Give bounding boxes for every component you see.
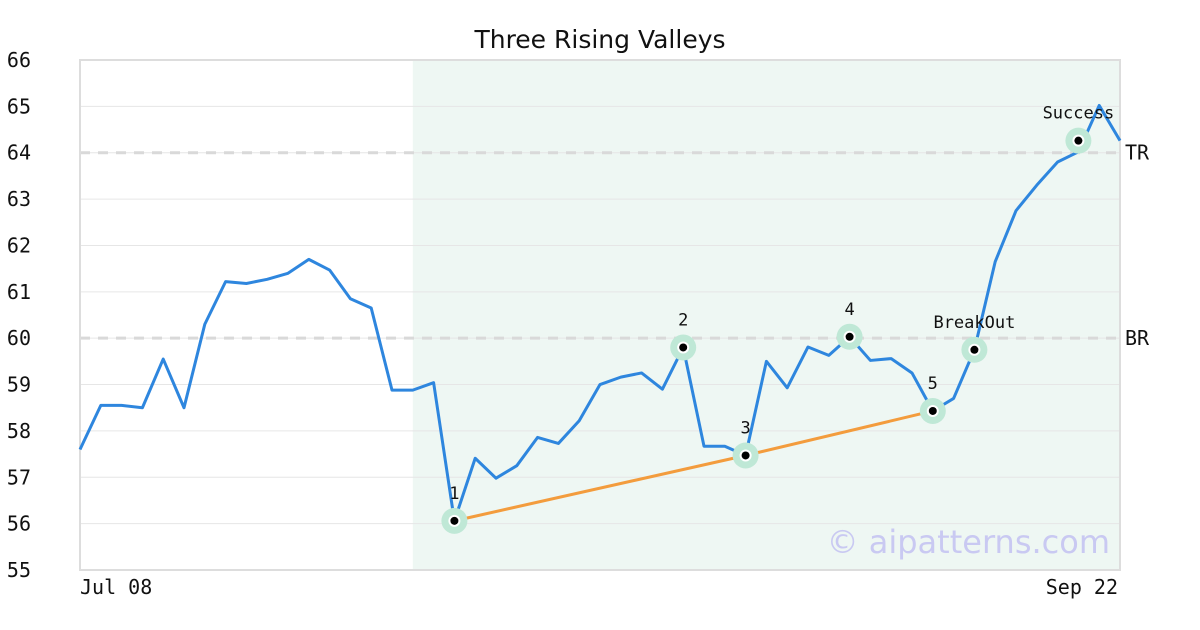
level-label-br: BR xyxy=(1125,326,1150,350)
pivot-markers: 1 2 3 4 5 BreakOut Success xyxy=(441,104,1114,534)
pattern-region-band xyxy=(412,60,1120,570)
pivot-point xyxy=(928,406,937,415)
chart-title: Three Rising Valleys xyxy=(473,25,725,54)
level-lines: TR BR xyxy=(80,141,1150,350)
x-tick-end: Sep 22 xyxy=(1046,575,1118,599)
pattern-region xyxy=(412,60,1120,570)
y-tick-label: 58 xyxy=(7,419,31,443)
level-label-tr: TR xyxy=(1125,141,1150,165)
plot-frame xyxy=(79,59,1121,571)
y-tick-label: 62 xyxy=(7,233,31,257)
pivot-point xyxy=(679,343,688,352)
y-tick-label: 55 xyxy=(7,558,31,582)
pivot-point xyxy=(450,516,459,525)
watermark: © aipatterns.com xyxy=(827,523,1110,561)
y-tick-label: 66 xyxy=(7,48,31,72)
y-axis-ticks: 55 56 57 58 59 60 61 62 63 64 65 66 xyxy=(7,48,31,582)
y-tick-label: 56 xyxy=(7,512,31,536)
pivot-label: 3 xyxy=(740,418,750,438)
y-tick-label: 65 xyxy=(7,94,31,118)
y-tick-label: 57 xyxy=(7,465,31,489)
price-line xyxy=(78,103,1122,523)
pivot-label: 5 xyxy=(928,374,938,394)
pivot-label: Success xyxy=(1043,104,1115,124)
pivot-label: 1 xyxy=(449,484,459,504)
y-tick-label: 59 xyxy=(7,373,31,397)
pivot-point xyxy=(741,451,750,460)
y-tick-label: 64 xyxy=(7,141,31,165)
pivot-label: 4 xyxy=(844,300,854,320)
y-tick-label: 61 xyxy=(7,280,31,304)
y-tick-label: 63 xyxy=(7,187,31,211)
x-tick-start: Jul 08 xyxy=(80,575,152,599)
pivot-point xyxy=(1074,136,1083,145)
price-series xyxy=(78,103,1122,523)
pivot-point xyxy=(970,345,979,354)
pivot-label: 2 xyxy=(678,310,688,330)
y-tick-label: 60 xyxy=(7,326,31,350)
pivot-point xyxy=(845,332,854,341)
pivot-label: BreakOut xyxy=(933,313,1015,333)
